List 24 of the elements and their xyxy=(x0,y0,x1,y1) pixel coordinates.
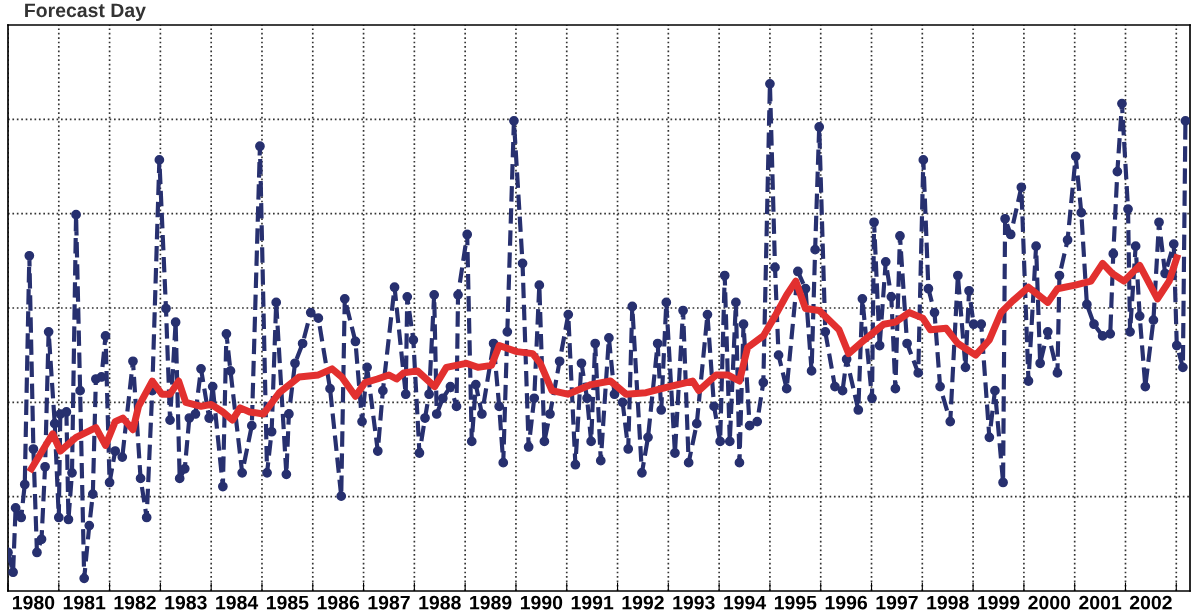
x-tick-label: 1998 xyxy=(927,595,969,610)
x-tick-label: 1996 xyxy=(825,595,868,610)
x-tick-label: 1988 xyxy=(419,595,461,610)
x-tick-label: 1987 xyxy=(368,595,410,610)
x-tick-label: 1983 xyxy=(165,595,207,610)
chart-title: Forecast Day xyxy=(25,3,146,22)
x-tick-label: 2001 xyxy=(1079,595,1122,610)
x-tick-label: 1997 xyxy=(876,595,918,610)
x-tick-label: 1992 xyxy=(622,595,664,610)
x-tick-label: 1990 xyxy=(520,595,563,610)
x-tick-label: 1994 xyxy=(724,595,767,610)
x-tick-label: 1993 xyxy=(673,595,715,610)
x-tick-label: 1989 xyxy=(470,595,512,610)
x-tick-label: 1985 xyxy=(266,595,309,610)
x-tick-label: 1999 xyxy=(978,595,1020,610)
x-tick-label: 1981 xyxy=(63,595,106,610)
x-tick-label: 1995 xyxy=(774,595,817,610)
x-tick-label: 1980 xyxy=(13,595,55,610)
x-tick-label: 1984 xyxy=(216,595,259,610)
x-tick-label: 1986 xyxy=(317,595,360,610)
x-tick-label: 2002 xyxy=(1129,595,1172,610)
x-tick-label: 2000 xyxy=(1028,595,1071,610)
x-tick-label: 1982 xyxy=(114,595,156,610)
x-tick-label: 1991 xyxy=(571,595,614,610)
